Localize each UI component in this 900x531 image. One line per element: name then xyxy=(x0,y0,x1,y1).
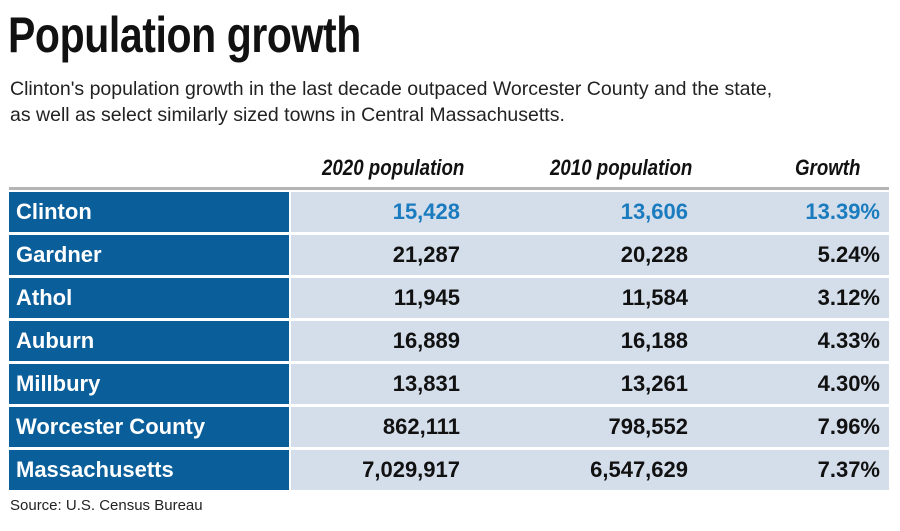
cell-2010: 13,261 xyxy=(620,371,688,396)
row-label: Auburn xyxy=(9,321,289,361)
cell-growth: 7.37% xyxy=(817,457,880,482)
header-growth: Growth xyxy=(795,155,861,180)
row-label: Worcester County xyxy=(9,407,289,447)
cell-2010: 798,552 xyxy=(608,414,688,439)
row-cells: 21,287 20,228 5.24% xyxy=(291,235,889,275)
cell-2020: 16,889 xyxy=(392,328,460,353)
table-row: Clinton 15,428 13,606 13.39% xyxy=(9,192,889,232)
row-cells: 7,029,917 6,547,629 7.37% xyxy=(291,450,889,490)
cell-2010: 20,228 xyxy=(620,242,688,267)
cell-growth: 3.12% xyxy=(817,285,880,310)
row-label: Millbury xyxy=(9,364,289,404)
source: Source: U.S. Census Bureau xyxy=(10,497,203,514)
row-label: Clinton xyxy=(9,192,289,232)
row-cells: 16,889 16,188 4.33% xyxy=(291,321,889,361)
table-row: Worcester County 862,111 798,552 7.96% xyxy=(9,407,889,447)
row-cells: 15,428 13,606 13.39% xyxy=(291,192,889,232)
cell-growth: 7.96% xyxy=(817,414,880,439)
cell-2020: 11,945 xyxy=(393,285,460,310)
row-cells: 862,111 798,552 7.96% xyxy=(291,407,889,447)
subtitle-line-1: Clinton's population growth in the last … xyxy=(10,78,773,100)
row-label: Gardner xyxy=(9,235,289,275)
header-rule xyxy=(9,187,889,190)
cell-2020: 862,111 xyxy=(382,414,460,439)
cell-2020: 7,029,917 xyxy=(362,457,460,482)
table-row: Auburn 16,889 16,188 4.33% xyxy=(9,321,889,361)
table-row: Massachusetts 7,029,917 6,547,629 7.37% xyxy=(9,450,889,490)
cell-2010: 6,547,629 xyxy=(590,457,688,482)
cell-growth: 4.30% xyxy=(817,371,880,396)
cell-2010: 11,584 xyxy=(621,285,688,310)
cell-growth: 13.39% xyxy=(805,199,880,224)
cell-2020: 15,428 xyxy=(392,199,460,224)
row-cells: 11,945 11,584 3.12% xyxy=(291,278,889,318)
title: Population growth xyxy=(8,7,361,63)
table-row: Gardner 21,287 20,228 5.24% xyxy=(9,235,889,275)
cell-2010: 16,188 xyxy=(620,328,688,353)
row-label: Athol xyxy=(9,278,289,318)
table-row: Millbury 13,831 13,261 4.30% xyxy=(9,364,889,404)
cell-growth: 4.33% xyxy=(817,328,880,353)
row-label: Massachusetts xyxy=(9,450,289,490)
row-cells: 13,831 13,261 4.30% xyxy=(291,364,889,404)
cell-growth: 5.24% xyxy=(817,242,880,267)
cell-2020: 21,287 xyxy=(392,242,460,267)
header-2010: 2010 population xyxy=(550,155,693,180)
cell-2010: 13,606 xyxy=(620,199,688,224)
cell-2020: 13,831 xyxy=(392,371,460,396)
subtitle-line-2: as well as select similarly sized towns … xyxy=(10,104,565,126)
table-row: Athol 11,945 11,584 3.12% xyxy=(9,278,889,318)
header-2020: 2020 population xyxy=(322,155,465,180)
